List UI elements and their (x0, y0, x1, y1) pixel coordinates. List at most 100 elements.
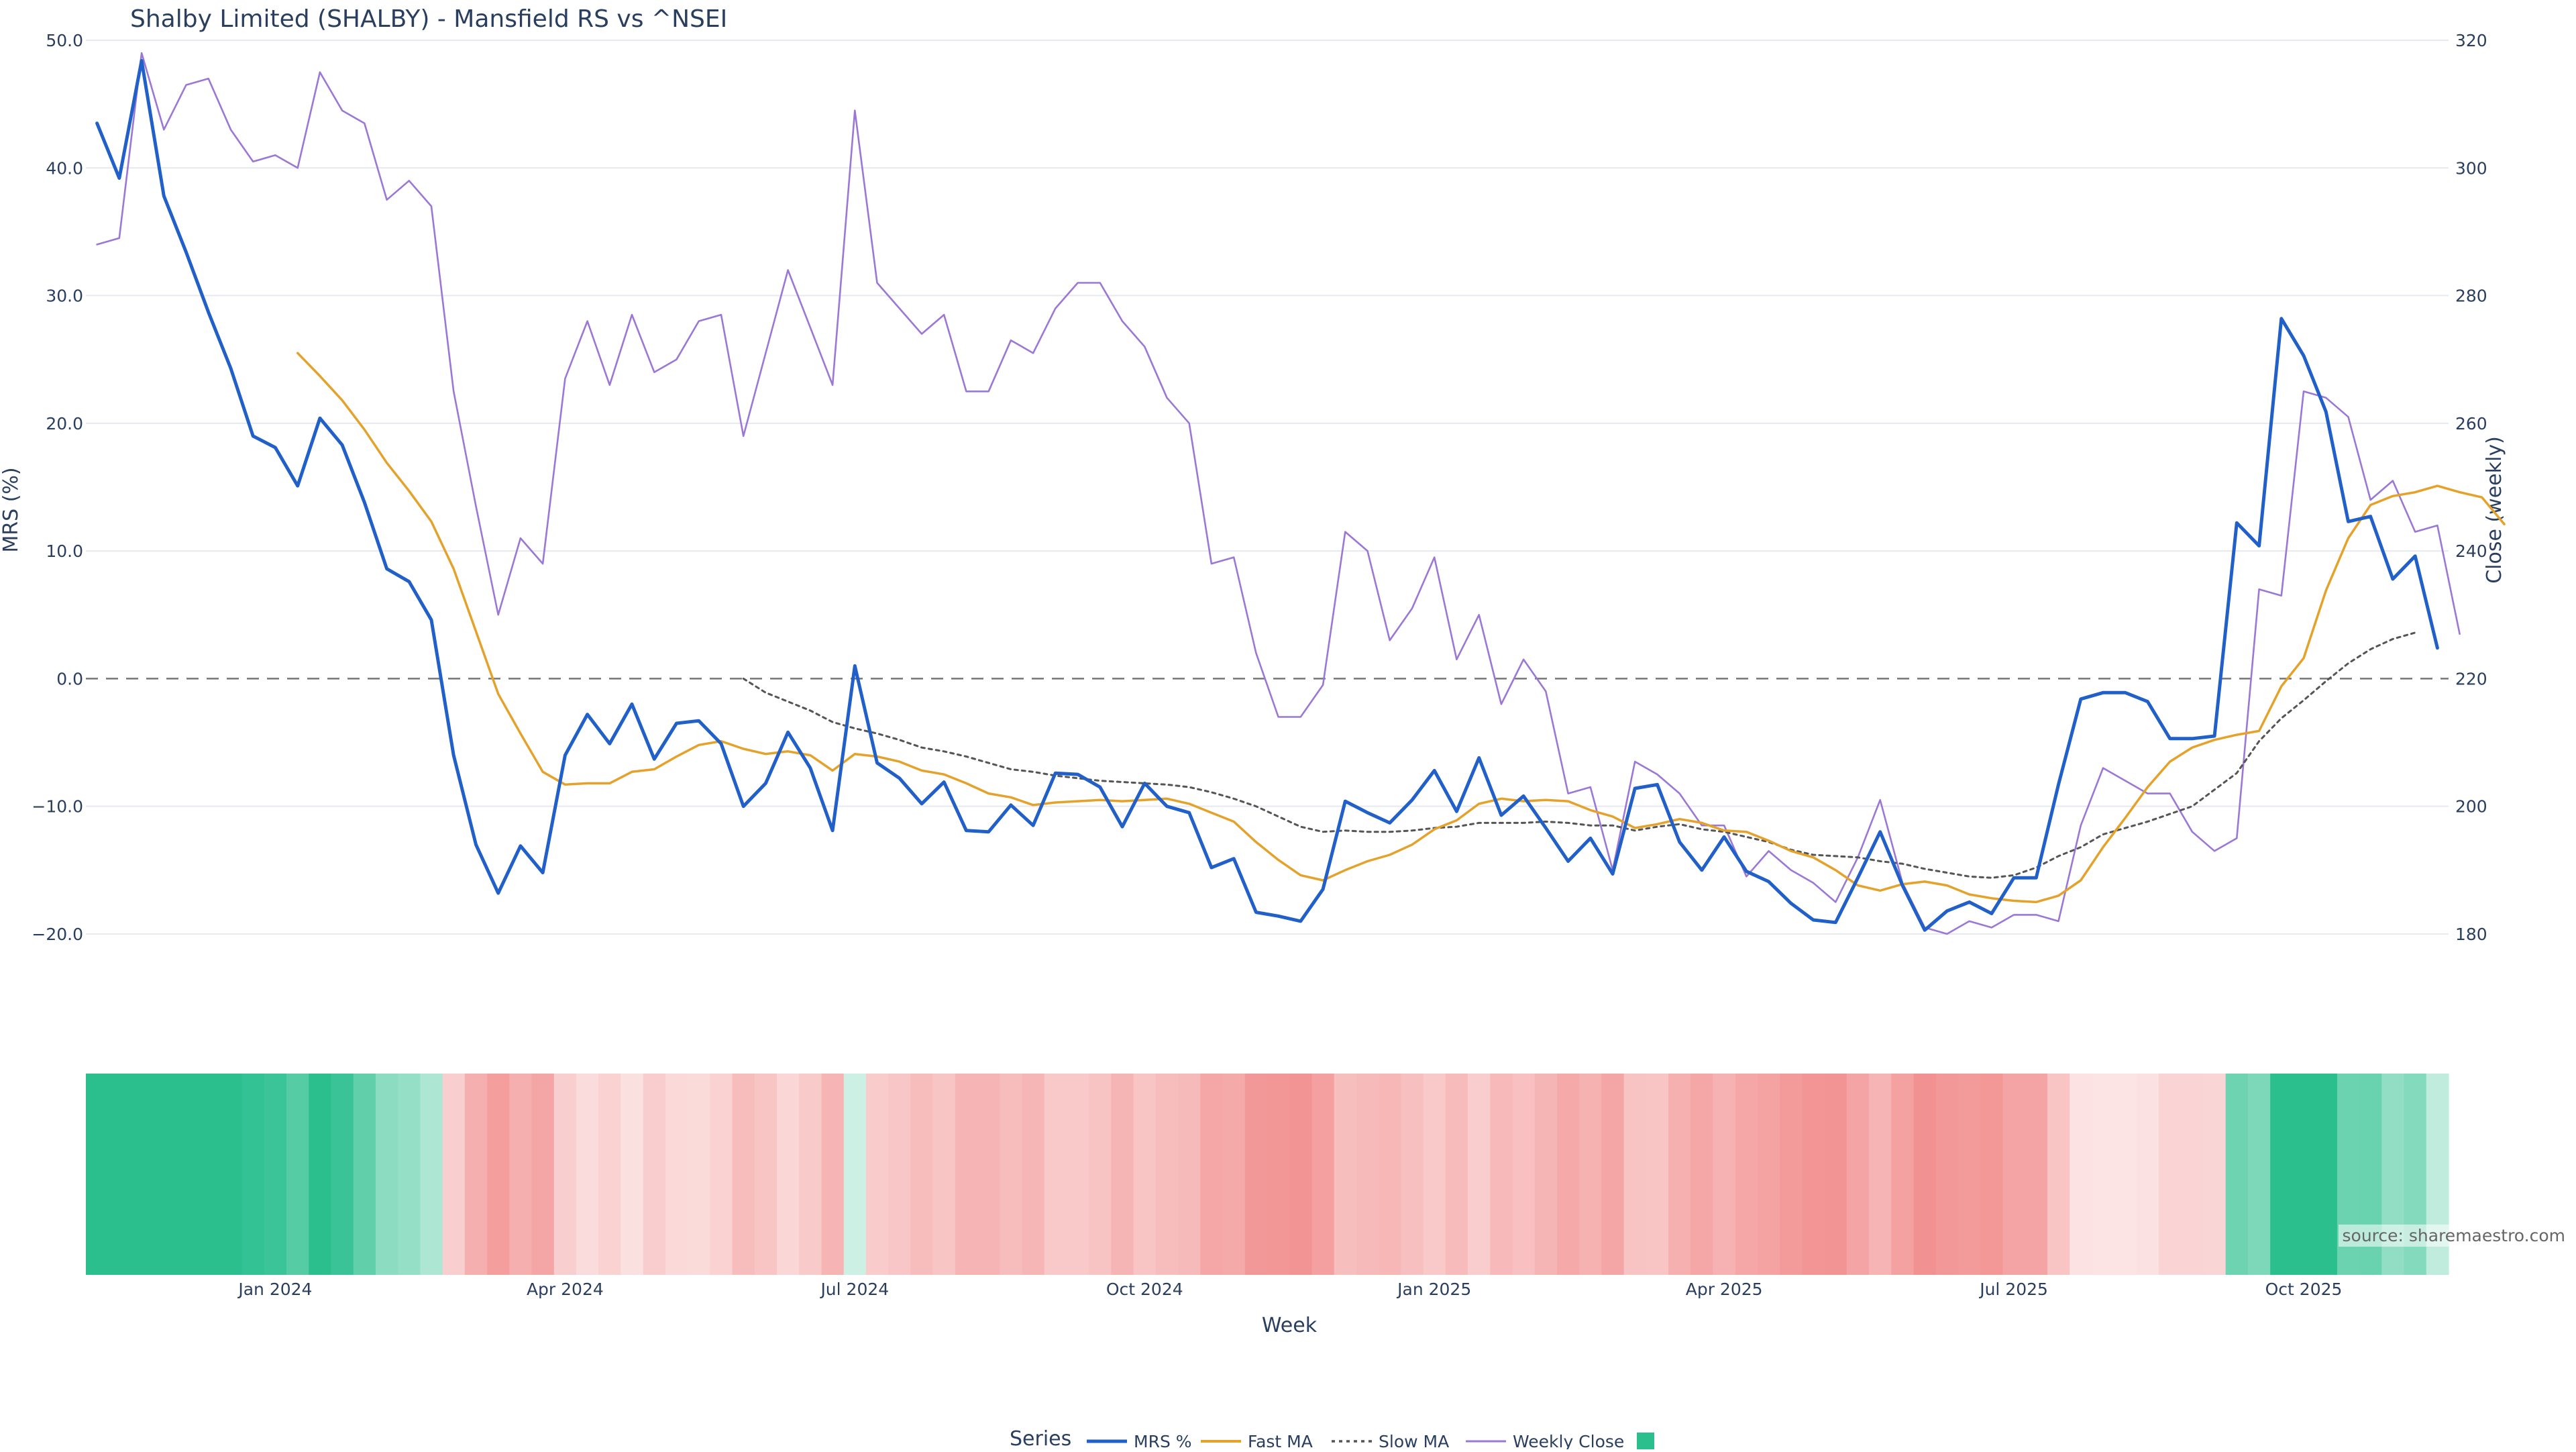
heatmap-cell (130, 1074, 154, 1275)
heatmap-cell (1690, 1074, 1714, 1275)
heatmap-cell (2092, 1074, 2115, 1275)
heatmap-cell (1802, 1074, 1825, 1275)
right-axis-label: Close (weekly) (2483, 436, 2506, 584)
heatmap-cell (264, 1074, 287, 1275)
heatmap-cell (553, 1074, 577, 1275)
heatmap-cell (732, 1074, 755, 1275)
heatmap-cell (2248, 1074, 2271, 1275)
heatmap-cell (398, 1074, 421, 1275)
heatmap-cell (598, 1074, 621, 1275)
heatmap-cell (86, 1074, 109, 1275)
heatmap-cell (1556, 1074, 1580, 1275)
heatmap-cell (1824, 1074, 1847, 1275)
heatmap-cell (2159, 1074, 2182, 1275)
heatmap-cell (1846, 1074, 1870, 1275)
heatmap-cell (2047, 1074, 2070, 1275)
heatmap-cell (442, 1074, 466, 1275)
heatmap-cell (1445, 1074, 1468, 1275)
legend: Series MRS % Fast MA Slow MA Weekly Clos… (1010, 1427, 1654, 1451)
heatmap-cell (688, 1074, 710, 1275)
left-tick-label: 10.0 (46, 541, 83, 561)
legend-label-slow-ma: Slow MA (1379, 1432, 1449, 1449)
heatmap-cell (1267, 1074, 1290, 1275)
legend-item-slow-ma[interactable]: Slow MA (1332, 1432, 1449, 1451)
heatmap-cell (1111, 1074, 1134, 1275)
heatmap-cell (665, 1074, 688, 1275)
heatmap-cell (2203, 1074, 2226, 1275)
heatmap-cell (1869, 1074, 1892, 1275)
heatmap-cell (1490, 1074, 1513, 1275)
heatmap-cell (1935, 1074, 1959, 1275)
heatmap-cell (108, 1074, 131, 1275)
left-tick-label: 40.0 (46, 158, 83, 178)
heatmap-cell (2225, 1074, 2249, 1275)
heatmap-cell (1958, 1074, 1981, 1275)
heatmap-cell (1311, 1074, 1335, 1275)
right-tick-label: 240 (2455, 541, 2487, 561)
heatmap-cell (353, 1074, 376, 1275)
heatmap-cell (1534, 1074, 1558, 1275)
legend-item-mrs[interactable]: MRS % (1087, 1432, 1192, 1451)
legend-label-mrs: MRS % (1134, 1432, 1192, 1449)
heatmap-cell (152, 1074, 176, 1275)
heatmap-cell (1022, 1074, 1045, 1275)
left-tick-label: 20.0 (46, 414, 83, 433)
heatmap-cell (197, 1074, 220, 1275)
legend-label-fast-ma: Fast MA (1248, 1432, 1313, 1449)
right-tick-label: 200 (2455, 797, 2487, 817)
right-tick-label: 220 (2455, 669, 2487, 688)
heatmap-cell (621, 1074, 644, 1275)
heatmap-cell (1468, 1074, 1491, 1275)
heatmap-cell (1980, 1074, 2003, 1275)
heatmap-cell (821, 1074, 845, 1275)
heatmap-cell (1222, 1074, 1246, 1275)
left-axis-tick-labels: −20.0 −10.0 0.0 10.0 20.0 30.0 40.0 50.0 (32, 31, 83, 944)
heatmap-cell (1913, 1074, 1937, 1275)
heatmap-cell (1668, 1074, 1691, 1275)
heatmap-cell (1601, 1074, 1625, 1275)
heatmap-cell (1713, 1074, 1736, 1275)
heatmap-cell (1244, 1074, 1268, 1275)
x-axis-label: Week (1262, 1314, 1318, 1337)
heatmap-cell (955, 1074, 978, 1275)
heatmap-cell (576, 1074, 599, 1275)
heatmap-cell (464, 1074, 488, 1275)
x-tick-label: Apr 2025 (1686, 1280, 1763, 1299)
legend-item-weekly-close[interactable]: Weekly Close (1466, 1432, 1624, 1451)
heatmap-cell (2114, 1074, 2137, 1275)
heatmap-cell (1780, 1074, 1803, 1275)
heatmap-cell (1379, 1074, 1401, 1275)
heatmap-cell (1089, 1074, 1112, 1275)
heatmap-cell (865, 1074, 889, 1275)
heatmap-cell (777, 1074, 800, 1275)
heatmap-cell (2314, 1074, 2338, 1275)
right-tick-label: 300 (2455, 158, 2487, 178)
heatmap-cell (754, 1074, 777, 1275)
heatmap-cell (1289, 1074, 1312, 1275)
heatmap-cell (1178, 1074, 1201, 1275)
heatmap-cell (2181, 1074, 2204, 1275)
right-tick-label: 260 (2455, 414, 2487, 433)
heatmap-cell (1423, 1074, 1446, 1275)
heatmap-cell (174, 1074, 198, 1275)
heatmap-cell (286, 1074, 309, 1275)
heatmap-cell (1623, 1074, 1647, 1275)
heatmap-cell (2292, 1074, 2316, 1275)
series-line-fast-ma (296, 352, 2506, 904)
x-tick-label: Jul 2024 (819, 1280, 889, 1299)
heatmap-cell (1401, 1074, 1424, 1275)
heatmap-cell (309, 1074, 332, 1275)
heatmap-cell (531, 1074, 555, 1275)
legend-item-heatmap[interactable] (1637, 1433, 1654, 1450)
legend-item-fast-ma[interactable]: Fast MA (1201, 1432, 1313, 1451)
heatmap-cell (331, 1074, 354, 1275)
heatmap-cell (799, 1074, 822, 1275)
heatmap-cell (1512, 1074, 1536, 1275)
heatmap-cell (1334, 1074, 1357, 1275)
x-tick-label: Oct 2025 (2265, 1280, 2343, 1299)
heatmap-cell (375, 1074, 398, 1275)
legend-label-weekly-close: Weekly Close (1513, 1432, 1624, 1449)
right-tick-label: 280 (2455, 287, 2487, 306)
heatmap-cell (910, 1074, 934, 1275)
x-tick-label: Jan 2025 (1396, 1280, 1471, 1299)
